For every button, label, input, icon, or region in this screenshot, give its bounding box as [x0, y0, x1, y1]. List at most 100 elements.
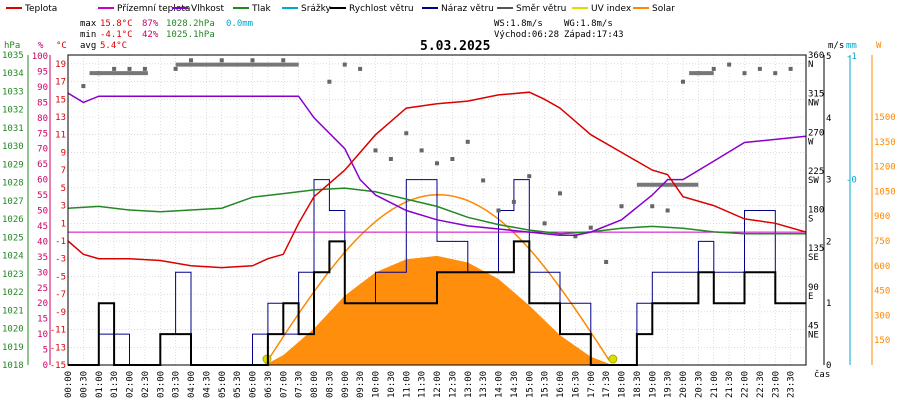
wind-direction-point: [250, 58, 255, 63]
temperature-tick: 19: [55, 60, 66, 70]
solar-area: [264, 255, 613, 365]
x-tick: 17:30: [602, 371, 612, 398]
pressure-tick: 1028: [2, 179, 24, 189]
wind-direction-point: [481, 178, 486, 183]
sunset-marker: [608, 354, 618, 364]
x-tick: 22:30: [756, 371, 766, 398]
wind-gust-info: WG:1.8m/s: [564, 19, 613, 29]
wind-direction-point: [112, 66, 117, 71]
wind-direction-point: [419, 148, 424, 153]
legend-label: Náraz větru: [441, 4, 494, 14]
left-axes: 1035103410331032103110301029102810271026…: [2, 51, 66, 371]
wind-info: WS:1.8m/s WG:1.8m/s Východ:06:28 Západ:1…: [494, 19, 624, 40]
wind-direction-tick: 135: [808, 244, 824, 254]
unit-mm: mm: [846, 41, 857, 51]
temperature-tick: -5: [55, 272, 66, 282]
pressure-tick: 1021: [2, 306, 24, 316]
solar-tick: 1200: [874, 163, 896, 173]
wind-direction-tick: E: [808, 292, 813, 302]
temperature-tick: 5: [61, 184, 66, 194]
x-tick: 05:30: [233, 371, 243, 398]
unit-degc: °C: [56, 41, 67, 51]
pressure-tick: 1018: [2, 361, 24, 371]
humidity-tick: 65: [37, 160, 48, 170]
stat-avg-label: avg: [80, 41, 96, 51]
x-tick: 18:30: [633, 371, 643, 398]
temperature-tick: 1: [61, 219, 66, 229]
unit-pct: %: [38, 41, 44, 51]
wind-direction-point: [650, 204, 655, 209]
x-tick: 18:00: [618, 371, 628, 398]
temperature-tick: 11: [55, 131, 66, 141]
legend: Teplota Přízemní teplota Vlhkost Tlak Srážky…: [6, 4, 675, 14]
x-tick: 21:30: [725, 371, 735, 398]
wind-direction-point: [573, 234, 578, 239]
legend-label: Srážky: [301, 4, 332, 14]
legend-label: Solar: [652, 4, 675, 14]
unit-ms: m/s: [828, 41, 844, 51]
wind-speed-tick: 2: [826, 237, 831, 247]
wind-speed-tick: 4: [826, 114, 831, 124]
pressure-tick: 1030: [2, 142, 24, 152]
wind-direction-point: [527, 174, 532, 179]
humidity-tick: 25: [37, 284, 48, 294]
x-tick: 09:30: [356, 371, 366, 398]
humidity-tick: 35: [37, 253, 48, 263]
x-tick: 07:00: [279, 371, 289, 398]
x-tick: 06:00: [249, 371, 259, 398]
wind-direction-point: [757, 66, 762, 71]
pressure-tick: 1022: [2, 288, 24, 298]
wind-direction-tick: NW: [808, 99, 819, 109]
x-tick: 19:00: [648, 371, 658, 398]
humidity-tick: 10: [37, 330, 48, 340]
rain-tick: -1: [846, 52, 857, 62]
wind-direction-tick: 90: [808, 283, 819, 293]
legend-label: Vlhkost: [191, 4, 224, 14]
legend-label: Přízemní teplota: [117, 4, 190, 14]
x-tick: 11:00: [402, 371, 412, 398]
solar-tick: 1350: [874, 138, 896, 148]
x-tick: 04:00: [187, 371, 197, 398]
stat-avg-temp: 5.4°C: [100, 41, 127, 51]
chart-title: 5.03.2025: [420, 39, 490, 54]
wind-direction-point: [327, 79, 332, 84]
axis-units: hPa % °C m/s mm W čas: [4, 41, 882, 380]
temperature-tick: 7: [61, 166, 66, 176]
wind-direction-point: [281, 58, 286, 63]
pressure-tick: 1023: [2, 270, 24, 280]
temperature-tick: -9: [55, 308, 66, 318]
wind-direction-tick: S: [808, 215, 813, 225]
x-tick: 10:00: [372, 371, 382, 398]
temperature-tick: 9: [61, 148, 66, 158]
wind-speed-info: WS:1.8m/s: [494, 19, 543, 29]
wind-speed-tick: 5: [826, 52, 831, 62]
wind-direction-point: [81, 84, 86, 89]
temperature-tick: -11: [50, 326, 66, 336]
x-tick: 09:00: [341, 371, 351, 398]
humidity-tick: 90: [37, 83, 48, 93]
temperature-tick: -15: [50, 361, 66, 371]
stats-panel: max 15.8°C 87% 1028.2hPa 0.0mm min -4.1°…: [80, 19, 253, 51]
x-tick: 20:30: [694, 371, 704, 398]
humidity-tick: 75: [37, 129, 48, 139]
humidity-tick: 85: [37, 98, 48, 108]
temperature-line: [67, 91, 807, 269]
wind-speed-tick: 0: [826, 361, 831, 371]
x-tick: 04:30: [202, 371, 212, 398]
solar-tick: 1050: [874, 187, 896, 197]
x-tick: 10:30: [387, 371, 397, 398]
wind-direction-point: [404, 131, 409, 136]
x-tick: 06:30: [264, 371, 274, 398]
x-tick: 07:30: [295, 371, 305, 398]
x-axis: 00:00 00:30 01:00 01:30 02:00 02:30 03:00 03:30…: [64, 371, 797, 398]
wind-direction-point: [558, 191, 562, 196]
x-tick: 14:30: [510, 371, 520, 398]
solar-tick: 150: [874, 336, 890, 346]
pressure-tick: 1020: [2, 325, 24, 335]
wind-direction-tick: SE: [808, 253, 819, 263]
wind-direction-tick: W: [808, 137, 814, 147]
temperature-tick: -1: [55, 237, 66, 247]
humidity-line: [67, 92, 807, 236]
x-tick: 03:30: [172, 371, 182, 398]
